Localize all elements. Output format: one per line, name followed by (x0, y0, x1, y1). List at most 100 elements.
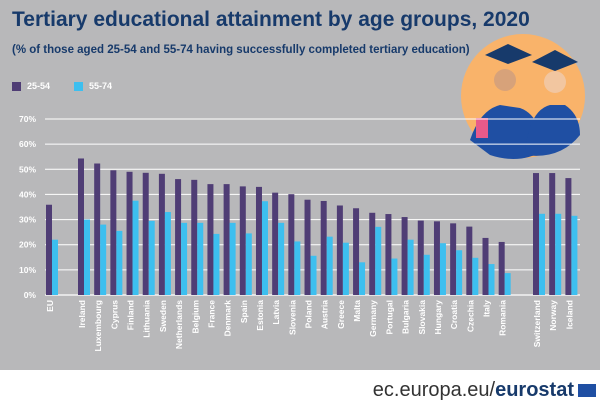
bar-55-74-Iceland (571, 215, 578, 295)
bar-25-54-Slovakia (417, 220, 424, 295)
x-tick-label: Slovakia (417, 300, 427, 335)
x-tick-label: Portugal (384, 300, 394, 334)
bar-55-74-Italy (488, 264, 495, 295)
bar-55-74-Switzerland (539, 213, 545, 295)
bar-25-54-France (207, 184, 214, 295)
bar-25-54-Belgium (191, 179, 198, 295)
bar-25-54-Switzerland (533, 173, 539, 295)
x-tick-label: Croatia (449, 300, 459, 330)
x-tick-label: Spain (239, 300, 249, 323)
footer-site: ec.europa.eu/ (372, 379, 496, 401)
bar-25-54-Croatia (450, 223, 457, 295)
legend-label: 55-74 (89, 81, 113, 91)
chart-subtitle: (% of those aged 25-54 and 55-74 having … (12, 44, 470, 56)
x-tick-label: Norway (548, 300, 558, 331)
x-tick-label: Ireland (77, 300, 87, 328)
bar-55-74-Cyprus (116, 230, 123, 295)
eurostat-link[interactable]: ec.europa.eu/eurostat (373, 379, 574, 402)
x-tick-label: France (206, 300, 216, 328)
bar-55-74-EU (52, 239, 58, 295)
legend-label: 25-54 (27, 81, 51, 91)
legend-item-55-74: 55-74 (74, 81, 112, 91)
bar-25-54-Finland (126, 171, 133, 295)
bar-25-54-Romania (498, 241, 505, 295)
graduates-illustration (461, 34, 585, 159)
bar-55-74-Czechia (472, 257, 479, 295)
y-tick-label: 40% (19, 189, 36, 199)
bar-55-74-France (213, 233, 220, 295)
bar-25-54-Sweden (158, 173, 165, 295)
bar-25-54-Italy (482, 237, 489, 295)
footer-brand: eurostat (495, 379, 574, 401)
footer: ec.europa.eu/eurostat (0, 370, 600, 413)
x-tick-label: Poland (304, 300, 314, 328)
bar-55-74-Romania (504, 273, 511, 295)
x-tick-label: Hungary (433, 300, 443, 335)
bar-55-74-Finland (132, 200, 139, 295)
bar-55-74-Bulgaria (407, 239, 414, 295)
x-tick-label: Luxembourg (93, 300, 103, 351)
x-tick-label: Estonia (255, 300, 265, 331)
bar-25-54-Slovenia (288, 194, 295, 295)
bar-25-54-Austria (320, 200, 327, 295)
bar-25-54-Bulgaria (401, 217, 408, 295)
x-tick-label: Denmark (223, 300, 233, 337)
bar-25-54-Latvia (272, 192, 279, 295)
x-tick-label: Germany (368, 300, 378, 337)
bar-25-54-Estonia (255, 186, 262, 295)
bar-55-74-Ireland (84, 219, 90, 295)
bar-25-54-Luxembourg (94, 163, 101, 295)
x-tick-label: Iceland (564, 300, 574, 329)
x-tick-label: Austria (320, 300, 330, 330)
bar-25-54-Poland (304, 199, 311, 295)
bar-55-74-Belgium (197, 222, 204, 295)
x-tick-label: Slovenia (287, 300, 297, 335)
bar-25-54-Hungary (433, 221, 440, 295)
y-tick-label: 70% (19, 114, 36, 124)
bar-25-54-Malta (353, 208, 360, 295)
bar-25-54-Greece (336, 205, 343, 295)
bar-55-74-Lithuania (148, 220, 155, 295)
y-tick-label: 50% (19, 164, 36, 174)
y-tick-label: 0% (24, 290, 37, 300)
x-tick-label: Greece (336, 300, 346, 329)
x-tick-label: Sweden (158, 300, 168, 332)
y-tick-label: 10% (19, 265, 36, 275)
bar-55-74-Denmark (229, 222, 236, 295)
x-tick-label: Lithuania (142, 300, 152, 338)
bar-25-54-Denmark (223, 184, 230, 295)
bar-55-74-Netherlands (181, 222, 188, 295)
eu-flag-icon (578, 384, 596, 397)
bar-55-74-Sweden (164, 212, 171, 295)
bar-25-54-Ireland (78, 158, 84, 295)
bar-55-74-Slovakia (423, 254, 430, 295)
bar-55-74-Slovenia (294, 241, 301, 295)
bar-55-74-Hungary (439, 243, 446, 295)
bar-55-74-Malta (359, 262, 366, 295)
bar-25-54-Spain (239, 186, 246, 295)
bar-55-74-Austria (326, 236, 333, 295)
x-tick-label: Finland (126, 300, 136, 330)
x-tick-label: Latvia (271, 300, 281, 325)
x-tick-label: Bulgaria (401, 300, 411, 334)
bar-25-54-Iceland (565, 178, 572, 295)
x-tick-label: Czechia (465, 300, 475, 332)
bar-55-74-Greece (342, 242, 349, 295)
bar-25-54-EU (46, 204, 52, 295)
x-tick-label: Italy (482, 300, 492, 317)
bar-55-74-Norway (555, 213, 562, 295)
x-tick-label: Romania (498, 300, 508, 336)
y-tick-label: 60% (19, 139, 36, 149)
x-tick-label: Switzerland (532, 300, 542, 347)
x-tick-label: Cyprus (109, 300, 119, 330)
bar-55-74-Luxembourg (100, 224, 107, 295)
chart-title: Tertiary educational attainment by age g… (12, 8, 530, 31)
bar-55-74-Estonia (261, 201, 268, 295)
x-tick-label: Malta (352, 300, 362, 322)
bar-25-54-Cyprus (110, 170, 117, 295)
y-tick-label: 30% (19, 215, 36, 225)
x-tick-label: Belgium (190, 300, 200, 334)
x-tick-label: EU (45, 300, 55, 312)
bar-25-54-Czechia (466, 226, 473, 295)
bar-55-74-Portugal (391, 258, 398, 295)
